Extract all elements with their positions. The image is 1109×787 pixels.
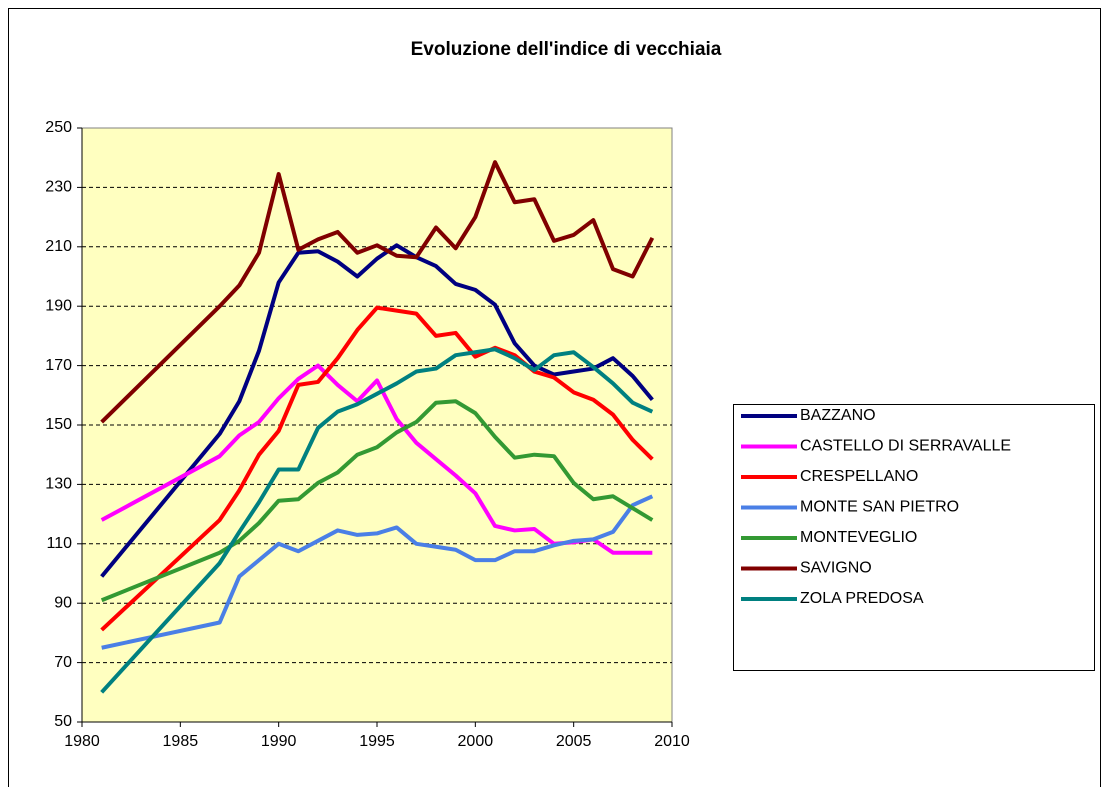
y-tick-label: 130 [45, 476, 72, 493]
x-tick-label: 1990 [261, 733, 297, 750]
x-tick-label: 1980 [64, 733, 100, 750]
y-tick-label: 250 [45, 119, 72, 136]
y-tick-label: 230 [45, 179, 72, 196]
series-line [100, 243, 654, 578]
y-tick-label: 90 [54, 594, 72, 611]
series-line [100, 305, 654, 632]
legend-label: BAZZANO [800, 407, 876, 424]
x-tick-label: 1985 [163, 733, 199, 750]
x-tick-label: 2000 [458, 733, 494, 750]
legend-label: CRESPELLANO [800, 468, 918, 485]
legend-label: MONTE SAN PIETRO [800, 499, 959, 516]
y-tick-label: 50 [54, 713, 72, 730]
legend-label: MONTEVEGLIO [800, 529, 917, 546]
series-line [100, 160, 655, 424]
x-tick-label: 2010 [654, 733, 690, 750]
legend-label: ZOLA PREDOSA [800, 590, 924, 607]
legend-label: CASTELLO DI SERRAVALLE [800, 438, 1011, 455]
series-line [101, 494, 654, 650]
y-tick-label: 150 [45, 416, 72, 433]
series-line [100, 399, 654, 603]
chart-title: Evoluzione dell'indice di vecchiaia [411, 39, 722, 60]
y-tick-label: 190 [45, 297, 72, 314]
legend-label: SAVIGNO [800, 560, 872, 577]
x-tick-label: 1995 [359, 733, 395, 750]
series-line [100, 347, 654, 694]
y-tick-label: 70 [54, 654, 72, 671]
y-tick-label: 170 [45, 357, 72, 374]
y-tick-label: 110 [46, 535, 72, 552]
x-tick-label: 2005 [556, 733, 592, 750]
y-tick-label: 210 [45, 238, 72, 255]
